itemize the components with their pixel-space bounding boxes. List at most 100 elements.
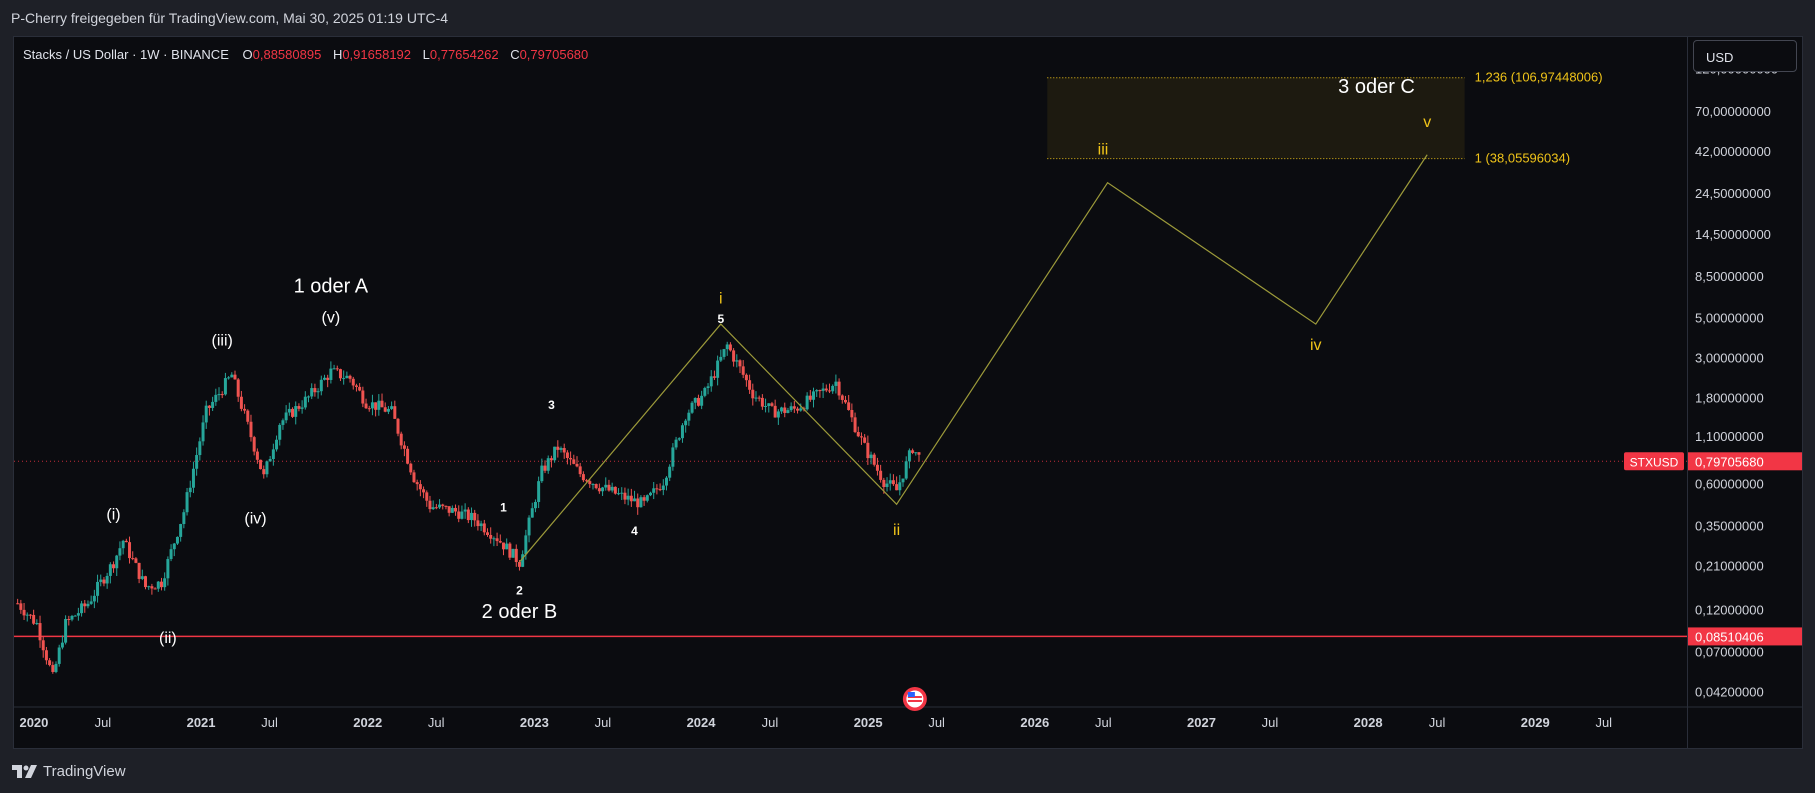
price-chart[interactable]: 1,236 (106,97448006) 1 (38,05596034) 1 ode…	[14, 37, 1802, 748]
candle-body	[64, 618, 68, 643]
candle-body	[32, 614, 36, 624]
price-axis-label: 0,35000000	[1695, 519, 1764, 534]
candle-body	[83, 603, 87, 607]
candle-body	[159, 581, 163, 588]
candle-body	[783, 407, 787, 413]
candle-body	[633, 498, 637, 502]
price-axis-label: 24,50000000	[1695, 186, 1771, 201]
candle-body	[812, 391, 816, 400]
candle-body	[137, 562, 141, 579]
candle-body	[831, 385, 835, 392]
candle-body	[175, 536, 179, 544]
candle-body	[412, 472, 416, 483]
candle-body	[601, 487, 605, 492]
candle-body	[840, 395, 844, 400]
candle-body	[585, 480, 589, 482]
candle-body	[96, 581, 100, 596]
candle-body	[265, 461, 269, 475]
candle-body	[447, 506, 451, 513]
candle-body	[649, 492, 653, 496]
candle-body	[463, 509, 467, 512]
candle-body	[767, 403, 771, 407]
candle-body	[792, 406, 796, 409]
candle-body	[645, 495, 649, 501]
candle-body	[891, 480, 895, 485]
candle-body	[664, 477, 668, 486]
candle-body	[51, 665, 55, 672]
time-axis-label: Jul	[762, 715, 779, 730]
candle-body	[406, 448, 410, 464]
candle-body	[617, 493, 621, 495]
candle-body	[489, 534, 493, 539]
candle-body	[450, 507, 454, 513]
candle-body	[741, 366, 745, 375]
candle-body	[642, 497, 646, 501]
candle-body	[255, 451, 259, 460]
candle-body	[863, 437, 867, 443]
candle-body	[300, 407, 304, 409]
candle-body	[677, 438, 681, 440]
candle-body	[773, 405, 777, 418]
candle-body	[22, 609, 26, 616]
candle-body	[879, 470, 883, 480]
price-axis-label: 0,12000000	[1695, 603, 1764, 618]
candle-body	[67, 618, 71, 620]
candle-body	[169, 549, 173, 560]
candle-body	[508, 543, 512, 558]
candle-body	[716, 360, 720, 378]
candle-body	[495, 538, 499, 542]
candle-body	[102, 579, 106, 584]
time-axis-label: 2027	[1187, 715, 1216, 730]
fib-level-label: 1,236 (106,97448006)	[1475, 70, 1603, 85]
candle-body	[115, 555, 119, 569]
candle-body	[869, 454, 873, 459]
us-flag-icon[interactable]	[902, 687, 927, 711]
candle-body	[243, 408, 247, 411]
candle-body	[377, 400, 381, 410]
candle-body	[700, 395, 704, 406]
candle-body	[834, 381, 838, 386]
candle-body	[588, 481, 592, 485]
candle-body	[163, 578, 167, 588]
candle-body	[297, 406, 301, 409]
currency-button[interactable]: USD	[1693, 40, 1797, 72]
candle-body	[41, 640, 45, 651]
candle-body	[89, 601, 93, 604]
candle-body	[19, 603, 23, 610]
candle-body	[594, 484, 598, 489]
candle-body	[316, 391, 320, 393]
candle-body	[358, 386, 362, 391]
candle-body	[789, 406, 793, 411]
close-label: C	[510, 47, 520, 62]
candle-body	[195, 455, 199, 469]
publisher-bar: P-Cherry freigegeben für TradingView.com…	[0, 0, 1815, 36]
wave-label: (i)	[106, 506, 120, 523]
fib-target-zone	[1047, 77, 1465, 159]
candle-body	[482, 523, 486, 533]
wave-label: 2	[516, 584, 523, 598]
price-axis-label: 42,00000000	[1695, 144, 1771, 159]
wave-label: 2 oder B	[482, 601, 558, 623]
time-axis-label: 2028	[1354, 715, 1383, 730]
candle-body	[185, 492, 189, 513]
price-axis-label: 0,21000000	[1695, 559, 1764, 574]
candle-body	[882, 479, 886, 487]
candle-body	[249, 421, 253, 438]
time-axis-label: Jul	[1595, 715, 1612, 730]
wave-label: 1 oder A	[294, 275, 369, 297]
candle-body	[815, 390, 819, 392]
candle-body	[760, 397, 764, 407]
candle-body	[223, 378, 227, 395]
tradingview-logo[interactable]: TradingView	[12, 763, 126, 780]
candle-body	[898, 482, 902, 491]
candle-body	[457, 511, 461, 519]
candle-body	[172, 543, 176, 550]
candle-body	[843, 399, 847, 403]
candle-body	[386, 408, 390, 412]
candle-body	[690, 402, 694, 413]
candle-body	[76, 613, 80, 616]
candle-body	[217, 394, 221, 396]
price-axis-label: 14,50000000	[1695, 227, 1771, 242]
price-axis-label: 0,07000000	[1695, 645, 1764, 660]
chart-area[interactable]: 1,236 (106,97448006) 1 (38,05596034) 1 ode…	[13, 36, 1803, 749]
